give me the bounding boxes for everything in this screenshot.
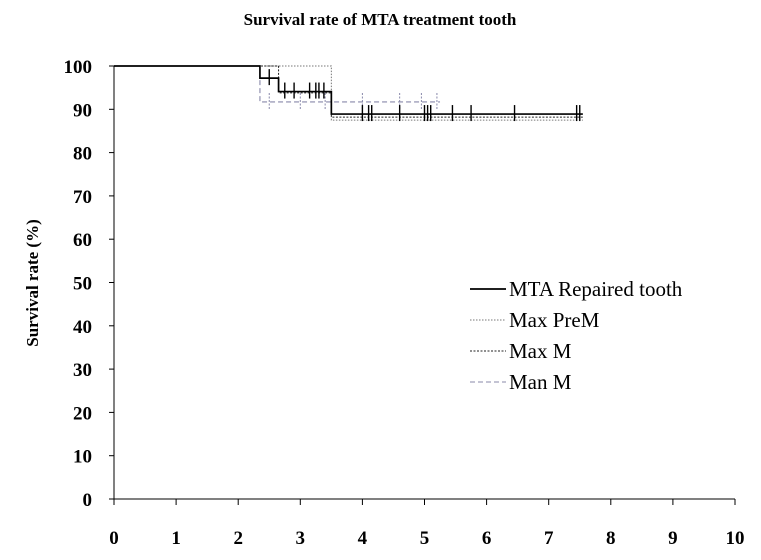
legend-item: Max M bbox=[470, 339, 572, 363]
series-3 bbox=[114, 65, 441, 109]
y-axis-label: Survival rate (%) bbox=[23, 219, 42, 346]
x-tick-label: 6 bbox=[482, 528, 492, 549]
x-tick-label: 9 bbox=[668, 528, 678, 549]
y-tick-label: 60 bbox=[73, 230, 92, 251]
y-tick-label: 20 bbox=[73, 403, 92, 424]
legend: MTA Repaired tooth Max PreM Max M Man M bbox=[470, 277, 683, 394]
x-tick-label: 8 bbox=[606, 528, 616, 549]
series-1 bbox=[114, 65, 583, 121]
x-tick-label: 2 bbox=[233, 528, 243, 549]
y-tick-label: 40 bbox=[73, 317, 92, 338]
y-tick-label: 50 bbox=[73, 274, 92, 295]
x-tick-label: 0 bbox=[109, 528, 119, 549]
y-tick-label: 10 bbox=[73, 447, 92, 468]
series-line bbox=[114, 65, 441, 103]
legend-label: Man M bbox=[509, 370, 572, 394]
y-tick-label: 100 bbox=[64, 57, 93, 78]
legend-item: Max PreM bbox=[470, 308, 600, 332]
x-tick-label: 10 bbox=[726, 528, 745, 549]
series-line bbox=[114, 65, 583, 121]
x-tick-label: 5 bbox=[420, 528, 430, 549]
y-tick-label: 70 bbox=[73, 187, 92, 208]
series-0 bbox=[114, 65, 583, 122]
legend-label: Max M bbox=[509, 339, 572, 363]
legend-item: Man M bbox=[470, 370, 572, 394]
y-tick-label: 90 bbox=[73, 100, 92, 121]
y-tick-label: 80 bbox=[73, 144, 92, 165]
legend-label: Max PreM bbox=[509, 308, 600, 332]
series-2 bbox=[114, 65, 583, 118]
x-tick-label: 3 bbox=[296, 528, 306, 549]
series-line bbox=[114, 65, 583, 118]
legend-item: MTA Repaired tooth bbox=[470, 277, 683, 301]
x-tick-label: 1 bbox=[171, 528, 181, 549]
y-tick-label: 0 bbox=[83, 490, 93, 511]
legend-label: MTA Repaired tooth bbox=[509, 277, 683, 301]
series-layer bbox=[114, 65, 583, 122]
x-tick-label: 4 bbox=[358, 528, 368, 549]
y-tick-label: 30 bbox=[73, 360, 92, 381]
chart-title: Survival rate of MTA treatment tooth bbox=[244, 10, 517, 29]
series-line bbox=[114, 65, 583, 115]
x-tick-label: 7 bbox=[544, 528, 554, 549]
axes: 0 10 20 30 40 50 60 70 80 90 100 0 1 2 3 4 5 6 7 8 9 10 bbox=[64, 57, 745, 549]
